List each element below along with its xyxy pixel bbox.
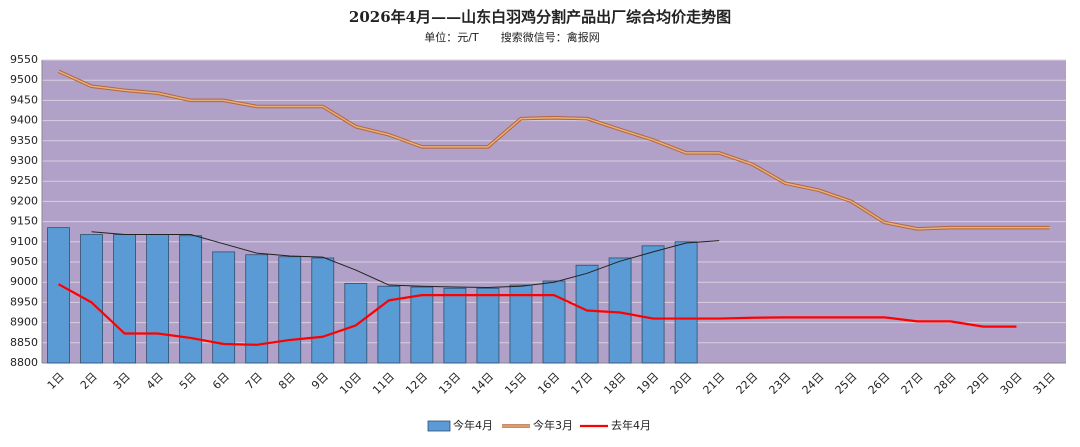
bar — [641, 245, 665, 364]
x-tick-label: 17日 — [568, 370, 595, 397]
x-tick-label: 29日 — [965, 370, 992, 397]
chart-title: 2026年4月——山东白羽鸡分割产品出厂综合均价走势图 — [349, 8, 731, 26]
x-tick-label: 21日 — [701, 370, 728, 397]
y-tick-label: 9250 — [10, 174, 38, 187]
bar — [410, 286, 434, 364]
bar — [443, 287, 467, 364]
x-tick-label: 16日 — [535, 370, 562, 397]
bar — [509, 284, 533, 364]
y-tick-label: 9450 — [10, 93, 38, 106]
y-tick-label: 9350 — [10, 134, 38, 147]
x-tick-label: 12日 — [403, 370, 430, 397]
bar — [542, 280, 566, 364]
x-tick-label: 24日 — [800, 370, 827, 397]
bar — [575, 264, 599, 364]
x-tick-label: 31日 — [1031, 370, 1058, 397]
bar — [80, 234, 103, 364]
x-tick-label: 28日 — [932, 370, 959, 397]
legend-swatch — [427, 420, 451, 432]
x-tick-label: 14日 — [469, 370, 496, 397]
bar — [47, 227, 70, 364]
y-tick-label: 9050 — [10, 255, 38, 268]
x-tick-label: 13日 — [436, 370, 463, 397]
x-tick-label: 25日 — [833, 370, 860, 397]
y-tick-label: 9100 — [10, 235, 38, 248]
x-tick-label: 3日 — [111, 370, 133, 392]
y-tick-label: 9550 — [10, 53, 38, 66]
legend-label: 今年4月 — [453, 418, 493, 432]
x-tick-label: 7日 — [243, 370, 265, 392]
bar — [674, 241, 698, 364]
bar — [146, 234, 170, 364]
y-tick-label: 8800 — [10, 356, 38, 369]
x-tick-label: 26日 — [866, 370, 893, 397]
y-tick-label: 8900 — [10, 316, 38, 329]
x-tick-label: 8日 — [276, 370, 298, 392]
bar — [476, 287, 500, 364]
x-tick-label: 4日 — [144, 370, 166, 392]
y-tick-label: 9500 — [10, 73, 38, 86]
bar — [608, 257, 632, 364]
x-tick-label: 18日 — [601, 370, 628, 397]
legend-label: 去年4月 — [611, 418, 651, 432]
x-tick-label: 6日 — [210, 370, 232, 392]
x-tick-label: 15日 — [502, 370, 529, 397]
chart-subtitle: 单位：元/T 搜索微信号：禽报网 — [424, 30, 599, 44]
y-tick-label: 8850 — [10, 336, 38, 349]
x-tick-label: 2日 — [78, 370, 100, 392]
trend-line — [91, 231, 720, 288]
x-tick-label: 22日 — [734, 370, 761, 397]
legend-label: 今年3月 — [533, 418, 573, 432]
y-tick-label: 8950 — [10, 295, 38, 308]
x-tick-label: 23日 — [767, 370, 794, 397]
bar — [179, 235, 203, 364]
line — [58, 70, 1050, 230]
x-tick-label: 11日 — [370, 370, 397, 397]
x-tick-label: 20日 — [668, 370, 695, 397]
line — [57, 283, 1017, 346]
y-tick-label: 9200 — [10, 194, 38, 207]
x-tick-label: 10日 — [337, 370, 364, 397]
y-tick-label: 9150 — [10, 215, 38, 228]
x-tick-label: 1日 — [45, 370, 67, 392]
bar — [212, 251, 236, 364]
y-tick-label: 9400 — [10, 114, 38, 127]
y-tick-label: 9300 — [10, 154, 38, 167]
bar — [311, 257, 335, 364]
bar — [344, 283, 368, 364]
x-tick-label: 27日 — [899, 370, 926, 397]
bar — [245, 254, 269, 364]
bar — [113, 234, 136, 364]
y-tick-label: 9000 — [10, 275, 38, 288]
x-tick-label: 9日 — [309, 370, 331, 392]
bar — [377, 285, 401, 364]
x-tick-label: 19日 — [634, 370, 661, 397]
x-tick-label: 5日 — [177, 370, 199, 392]
x-tick-label: 30日 — [998, 370, 1025, 397]
bar — [278, 256, 302, 364]
